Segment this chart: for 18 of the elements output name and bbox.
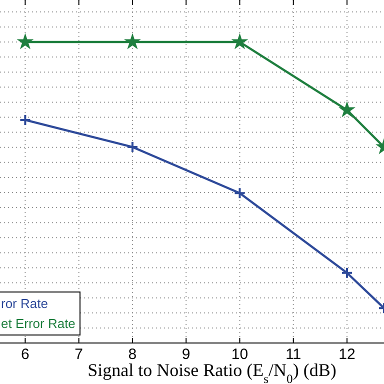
x-tick-label: 6: [21, 346, 30, 363]
x-tick-label: 10: [231, 346, 248, 363]
point: [18, 34, 33, 48]
point: [126, 141, 138, 154]
x-tick-label: 8: [128, 346, 137, 363]
point: [340, 266, 353, 279]
point: [232, 34, 248, 48]
x-tick-label: 9: [182, 346, 190, 363]
point: [234, 187, 246, 200]
text: et Error Rate: [1, 316, 76, 331]
x-tick-label: 11: [286, 346, 302, 363]
x-tick-label: 7: [74, 346, 84, 363]
x-axis-title: Signal to Noise Ratio (E$_{s}$/N$_{0}$) (dB): [88, 360, 336, 384]
x-tick-label: 12: [338, 346, 356, 363]
point: [125, 34, 140, 48]
text: ror Rate: [1, 296, 48, 311]
point: [19, 114, 32, 126]
point: [340, 102, 354, 116]
